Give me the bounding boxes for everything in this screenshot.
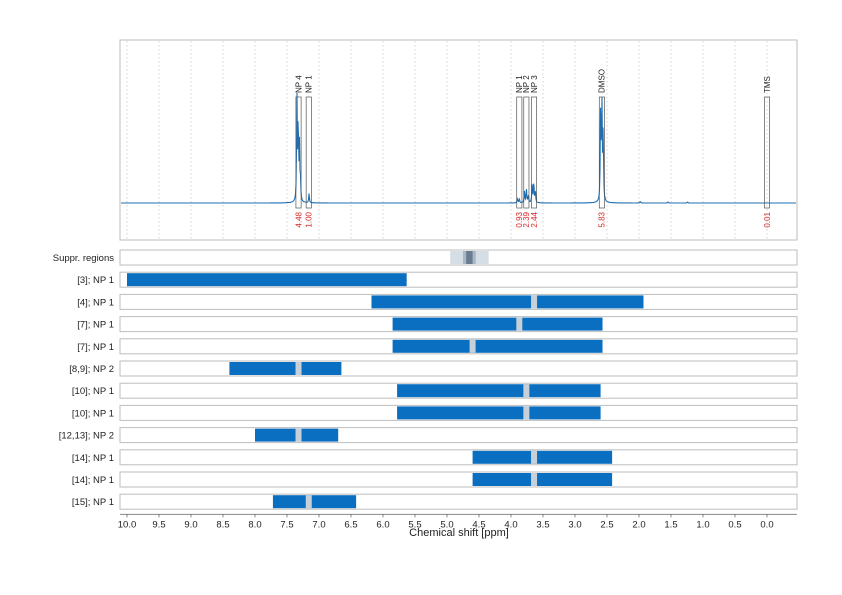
peak-box — [295, 96, 302, 209]
x-tick-label: 10.0 — [118, 519, 137, 530]
row-label: [10]; NP 1 — [72, 386, 114, 397]
range-bar-gap — [523, 384, 530, 398]
peak-label: NP 1 — [305, 75, 314, 93]
row-label: Suppr. regions — [53, 253, 115, 264]
row-label: [3]; NP 1 — [77, 275, 114, 286]
peak-label: NP 1 — [515, 75, 524, 93]
peak-label: TMS — [763, 76, 772, 93]
peak-integral: 2.39 — [522, 211, 531, 227]
x-tick-label: 4.5 — [472, 519, 485, 530]
x-axis: 10.0 9.5 9.0 8.5 8.0 7.5 7.0 6.5 6.0 5.5 5.0 4.5 4.0… — [118, 513, 797, 530]
x-tick-label: 7.0 — [312, 519, 325, 530]
x-tick-label: 2.5 — [600, 519, 613, 530]
peak-box — [531, 96, 537, 209]
row-label: [10]; NP 1 — [72, 408, 114, 419]
row-label: [8,9]; NP 2 — [69, 364, 114, 375]
spectrum-frame — [119, 39, 798, 241]
spectrum-trace — [121, 92, 796, 204]
x-tick-label: 0.0 — [760, 519, 773, 530]
range-bar — [229, 362, 342, 375]
range-bar — [392, 317, 603, 331]
peak-integral: 4.48 — [294, 211, 303, 227]
x-tick-label: 8.5 — [216, 519, 229, 530]
peak-label: NP 3 — [530, 75, 539, 93]
peak-box — [598, 96, 605, 209]
row-label: [7]; NP 1 — [77, 320, 114, 331]
range-bar — [272, 495, 357, 509]
x-tick-label: 9.0 — [184, 519, 197, 530]
row-frame — [119, 471, 798, 488]
range-bar-gap — [523, 406, 530, 420]
range-bar — [371, 295, 644, 309]
range-bar — [397, 406, 601, 420]
range-bar-gap — [531, 295, 538, 309]
row-frame — [119, 427, 798, 444]
range-bar — [397, 384, 601, 398]
x-tick-label: 2.0 — [632, 519, 645, 530]
x-tick-label: 6.0 — [376, 519, 389, 530]
peak-integral: 0.01 — [763, 211, 772, 227]
peak-integral: 1.00 — [305, 211, 314, 227]
peak-box — [305, 96, 312, 209]
row-label: [4]; NP 1 — [77, 297, 114, 308]
range-bar-gap — [295, 362, 302, 375]
peak-integral: 5.83 — [598, 211, 607, 227]
x-tick-label: 6.5 — [344, 519, 357, 530]
range-bar — [127, 273, 407, 287]
range-bar-gap — [516, 317, 523, 331]
x-tick-label: 7.5 — [280, 519, 293, 530]
row-label: [14]; NP 1 — [72, 453, 114, 464]
x-tick-label: 9.5 — [152, 519, 165, 530]
peak-label: NP 4 — [294, 75, 303, 93]
row-frame — [119, 493, 798, 510]
range-bar — [472, 450, 613, 464]
row-frame — [119, 449, 798, 466]
row-label: [15]; NP 1 — [72, 497, 114, 508]
range-bar-gap — [531, 450, 538, 464]
x-tick-label: 3.5 — [536, 519, 549, 530]
x-tick-label: 5.0 — [440, 519, 453, 530]
peak-integral: 0.93 — [515, 211, 524, 227]
x-tick-label: 5.5 — [408, 519, 421, 530]
x-tick-label: 0.5 — [728, 519, 741, 530]
x-tick-label: 1.5 — [664, 519, 677, 530]
x-axis-title: Chemical shift [ppm] — [409, 527, 509, 539]
range-bar — [392, 339, 603, 353]
range-bar-gap — [305, 495, 312, 509]
row-frame — [119, 360, 798, 377]
peak-integral: 2.44 — [530, 211, 539, 227]
suppressed-region-dark — [466, 251, 473, 264]
peak-box — [764, 96, 770, 209]
x-tick-label: 3.0 — [568, 519, 581, 530]
peak-box — [516, 96, 523, 209]
range-bar-gap — [531, 473, 538, 486]
range-bar — [472, 473, 613, 486]
row-label: [12,13]; NP 2 — [59, 431, 114, 442]
range-rows-panel: Suppr. regions [3]; NP 1 [4]; NP 1 [7]; NP … — [53, 249, 798, 510]
x-tick-label: 8.0 — [248, 519, 261, 530]
range-bar-gap — [295, 428, 302, 442]
spectrum-panel: NP 4 4.48 NP 1 1.00 NP 1 0.93 NP 2 2.39 NP 3 2.44… — [119, 39, 798, 241]
peak-label: NP 2 — [522, 75, 531, 93]
x-tick-label: 4.0 — [504, 519, 517, 530]
x-tick-label: 1.0 — [696, 519, 709, 530]
peak-label: DMSO — [598, 69, 607, 93]
range-bar-gap — [469, 339, 476, 353]
row-label: [7]; NP 1 — [77, 342, 114, 353]
peak-box — [523, 96, 530, 209]
row-label: [14]; NP 1 — [72, 475, 114, 486]
